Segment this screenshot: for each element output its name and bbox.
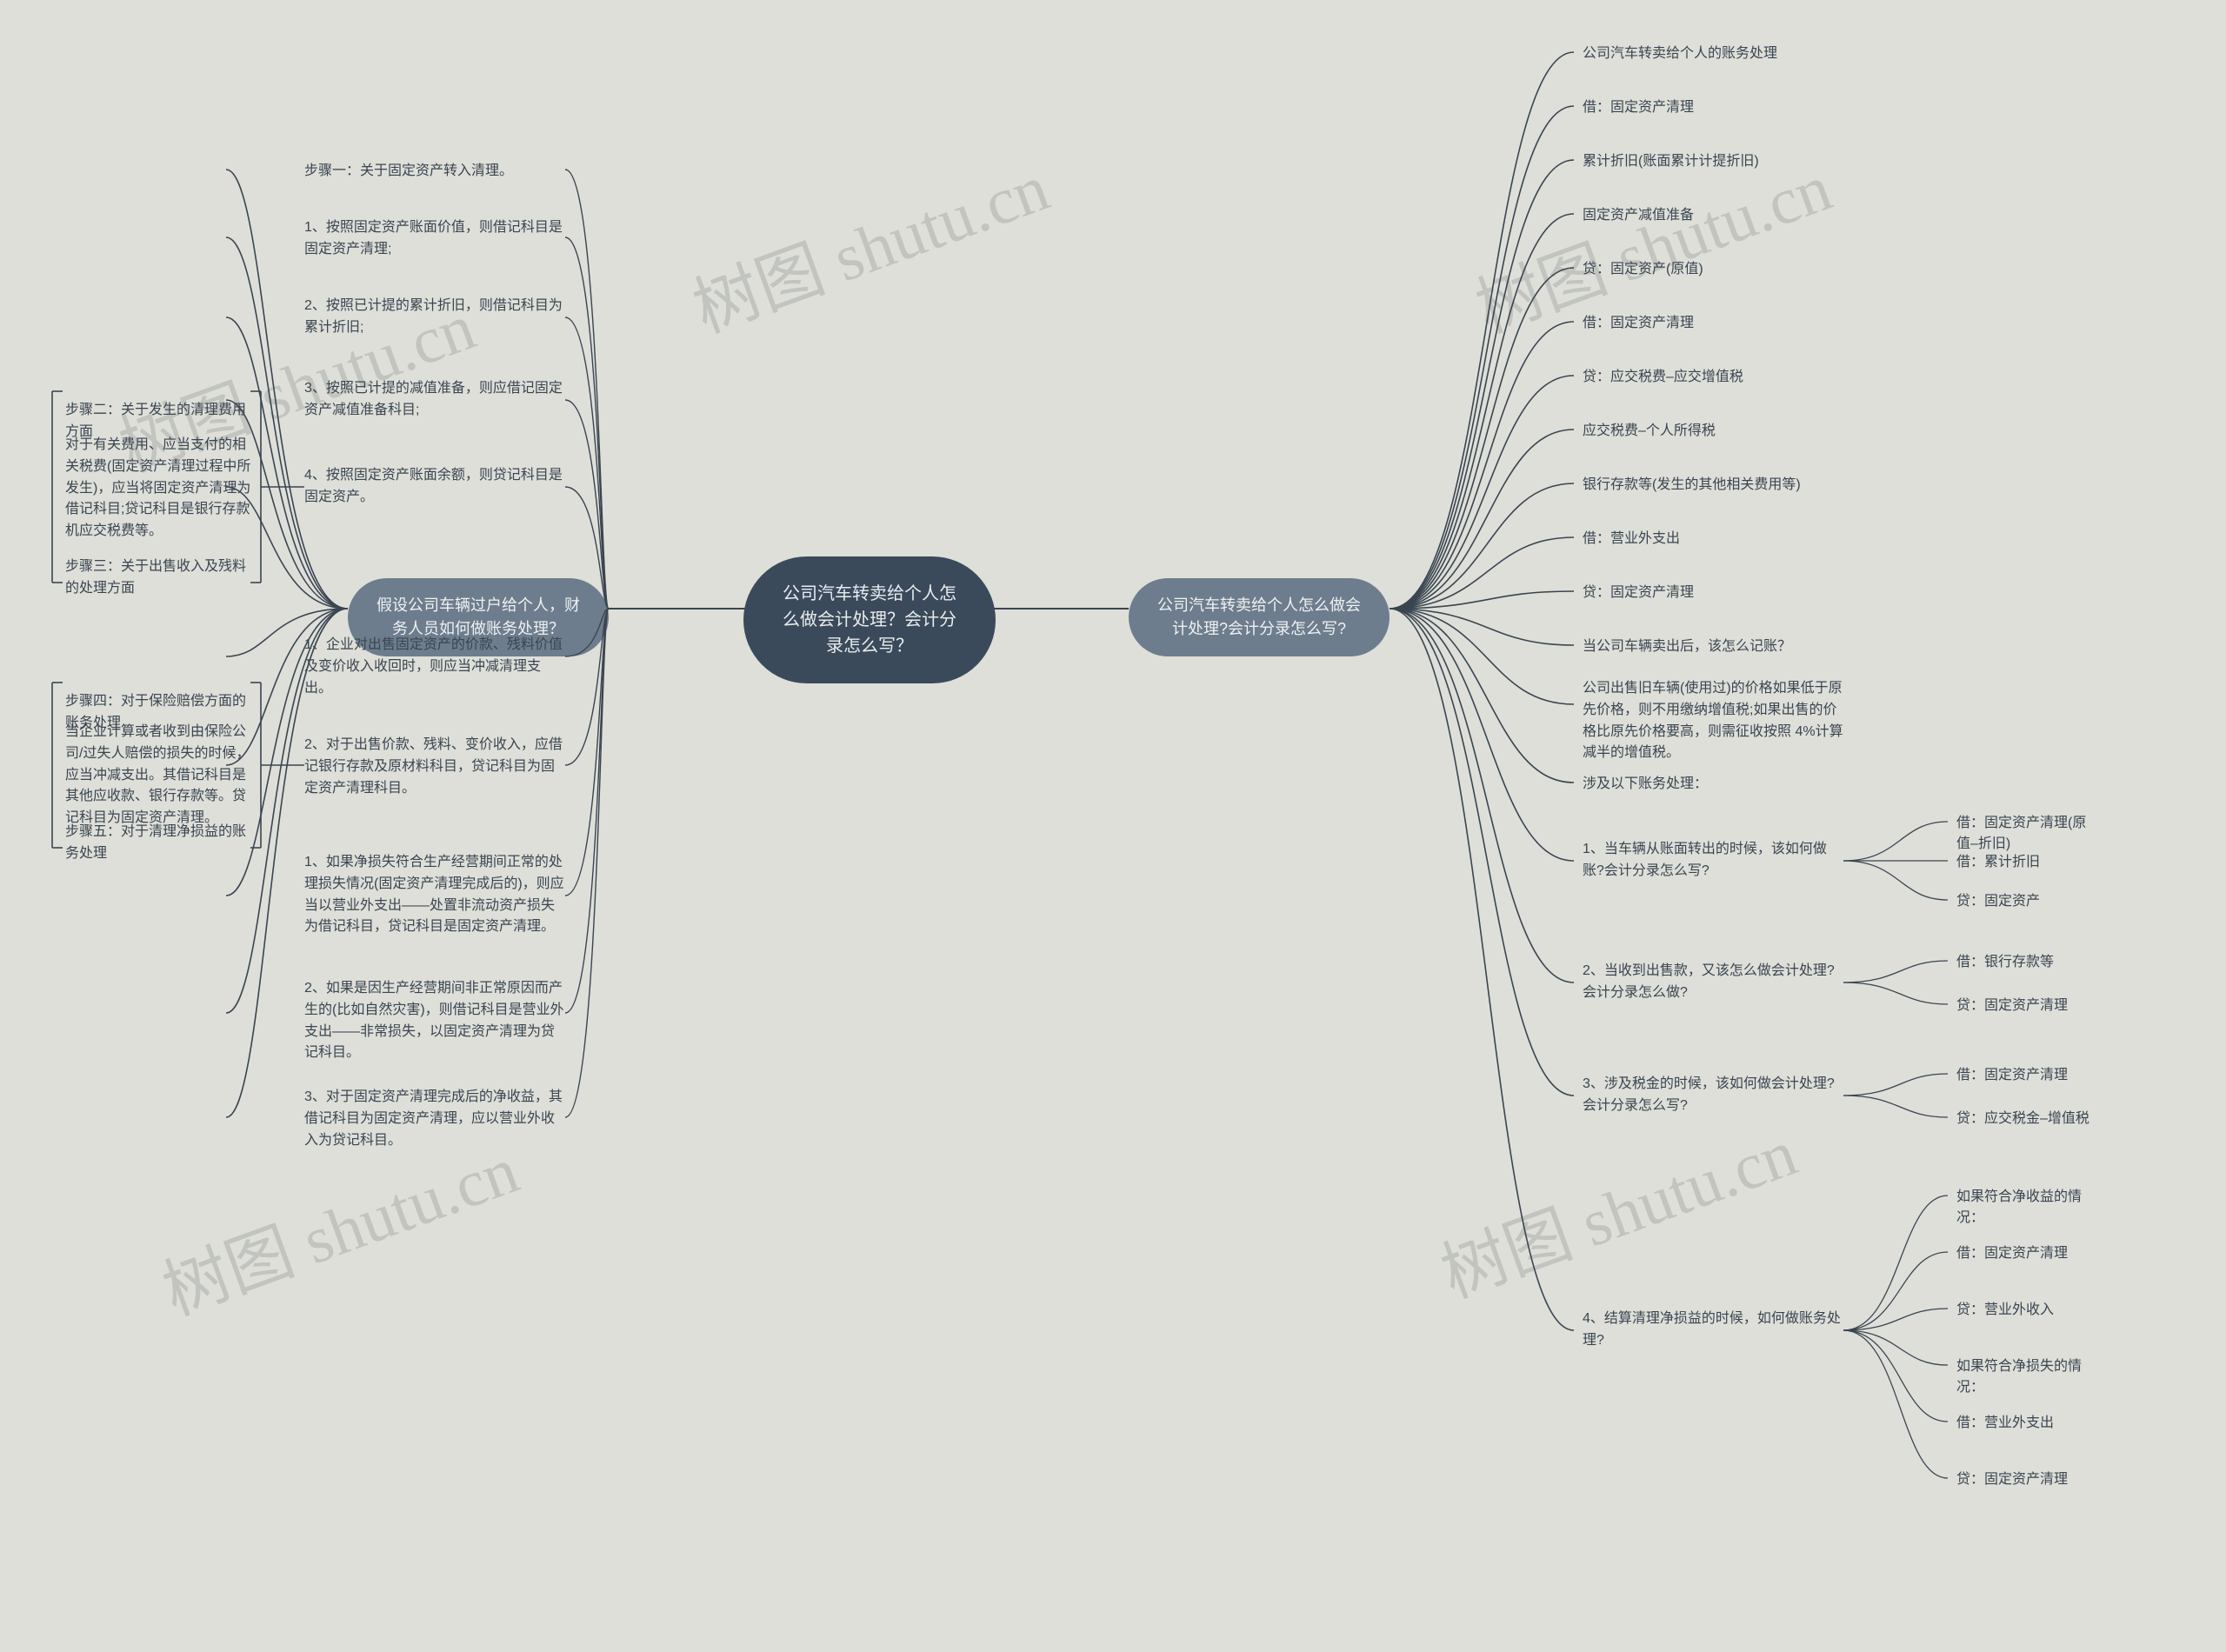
right-subgroup: 2、当收到出售款，又该怎么做会计处理?会计分录怎么做? bbox=[1583, 961, 1843, 1004]
right-leaf: 借：固定资产清理 bbox=[1583, 97, 1843, 119]
right-subleaf: 如果符合净收益的情况： bbox=[1956, 1187, 2104, 1229]
left-leaf: 4、按照固定资产账面余额，则贷记科目是固定资产。 bbox=[304, 465, 565, 509]
left-leaf: 2、对于出售价款、残料、变价收入，应借记银行存款及原材料科目，贷记科目为固定资产… bbox=[304, 735, 565, 799]
left-leaf: 2、按照已计提的累计折旧，则借记科目为累计折旧; bbox=[304, 296, 565, 339]
mindmap-stage: 树图 shutu.cn 树图 shutu.cn 树图 shutu.cn 树图 s… bbox=[0, 0, 2226, 1652]
right-subleaf: 贷：固定资产清理 bbox=[1956, 1469, 2104, 1490]
right-subleaf: 借：固定资产清理 bbox=[1956, 1243, 2104, 1264]
right-leaf: 公司出售旧车辆(使用过)的价格如果低于原先价格，则不用缴纳增值税;如果出售的价格… bbox=[1583, 678, 1843, 764]
right-subleaf: 贷：应交税金–增值税 bbox=[1956, 1109, 2104, 1129]
watermark: 树图 shutu.cn bbox=[678, 134, 1059, 350]
right-subgroup: 3、涉及税金的时候，该如何做会计处理?会计分录怎么写? bbox=[1583, 1074, 1843, 1117]
right-leaf: 贷：固定资产清理 bbox=[1583, 583, 1843, 604]
left-group-item: 对于有关费用、应当支付的相关税费(固定资产清理过程中所发生)，应当将固定资产清理… bbox=[65, 435, 252, 543]
right-subleaf: 贷：固定资产清理 bbox=[1956, 996, 2104, 1016]
right-subleaf: 借：银行存款等 bbox=[1956, 952, 2104, 973]
right-leaf: 固定资产减值准备 bbox=[1583, 205, 1843, 227]
right-subleaf: 贷：营业外收入 bbox=[1956, 1300, 2104, 1321]
right-leaf: 借：营业外支出 bbox=[1583, 529, 1843, 550]
root-node: 公司汽车转卖给个人怎么做会计处理？会计分录怎么写？ bbox=[743, 556, 996, 683]
left-leaf: 3、按照已计提的减值准备，则应借记固定资产减值准备科目; bbox=[304, 378, 565, 422]
right-leaf: 借：固定资产清理 bbox=[1583, 313, 1843, 335]
right-subleaf: 借：固定资产清理 bbox=[1956, 1065, 2104, 1086]
left-leaf: 2、如果是因生产经营期间非正常原因而产生的(比如自然灾害)，则借记科目是营业外支… bbox=[304, 978, 565, 1064]
left-group-item: 当企业计算或者收到由保险公司/过失人赔偿的损失的时候，应当冲减支出。其借记科目是… bbox=[65, 722, 252, 829]
left-leaf: 1、企业对出售固定资产的价款、残料价值及变价收入收回时，则应当冲减清理支出。 bbox=[304, 635, 565, 699]
right-leaf: 公司汽车转卖给个人的账务处理 bbox=[1583, 43, 1843, 65]
left-group-item: 步骤五：对于清理净损益的账务处理 bbox=[65, 822, 252, 865]
right-leaf: 贷：应交税费–应交增值税 bbox=[1583, 367, 1843, 389]
left-leaf: 1、按照固定资产账面价值，则借记科目是固定资产清理; bbox=[304, 217, 565, 261]
right-subleaf: 贷：固定资产 bbox=[1956, 891, 2104, 912]
right-leaf: 贷：固定资产(原值) bbox=[1583, 259, 1843, 281]
right-leaf: 当公司车辆卖出后，该怎么记账？ bbox=[1583, 636, 1843, 658]
right-subleaf: 如果符合净损失的情况： bbox=[1956, 1356, 2104, 1398]
right-subgroup: 1、当车辆从账面转出的时候，该如何做账?会计分录怎么写? bbox=[1583, 839, 1843, 883]
right-leaf: 涉及以下账务处理： bbox=[1583, 774, 1843, 796]
right-leaf: 累计折旧(账面累计计提折旧) bbox=[1583, 151, 1843, 173]
left-leaf: 3、对于固定资产清理完成后的净收益，其借记科目为固定资产清理，应以营业外收入为贷… bbox=[304, 1087, 565, 1151]
right-leaf: 银行存款等(发生的其他相关费用等) bbox=[1583, 475, 1843, 496]
left-group-item: 步骤三：关于出售收入及残料的处理方面 bbox=[65, 556, 252, 600]
left-leaf: 1、如果净损失符合生产经营期间正常的处理损失情况(固定资产清理完成后的)，则应当… bbox=[304, 852, 565, 938]
right-leaf: 应交税费–个人所得税 bbox=[1583, 421, 1843, 443]
right-subgroup: 4、结算清理净损益的时候，如何做账务处理? bbox=[1583, 1309, 1843, 1352]
right-branch: 公司汽车转卖给个人怎么做会计处理?会计分录怎么写? bbox=[1129, 578, 1390, 656]
left-leaf: 步骤一：关于固定资产转入清理。 bbox=[304, 161, 565, 183]
right-subleaf: 借：累计折旧 bbox=[1956, 852, 2104, 873]
right-subleaf: 借：固定资产清理(原值–折旧) bbox=[1956, 813, 2104, 855]
right-subleaf: 借：营业外支出 bbox=[1956, 1413, 2104, 1434]
watermark: 树图 shutu.cn bbox=[1426, 1099, 1807, 1316]
